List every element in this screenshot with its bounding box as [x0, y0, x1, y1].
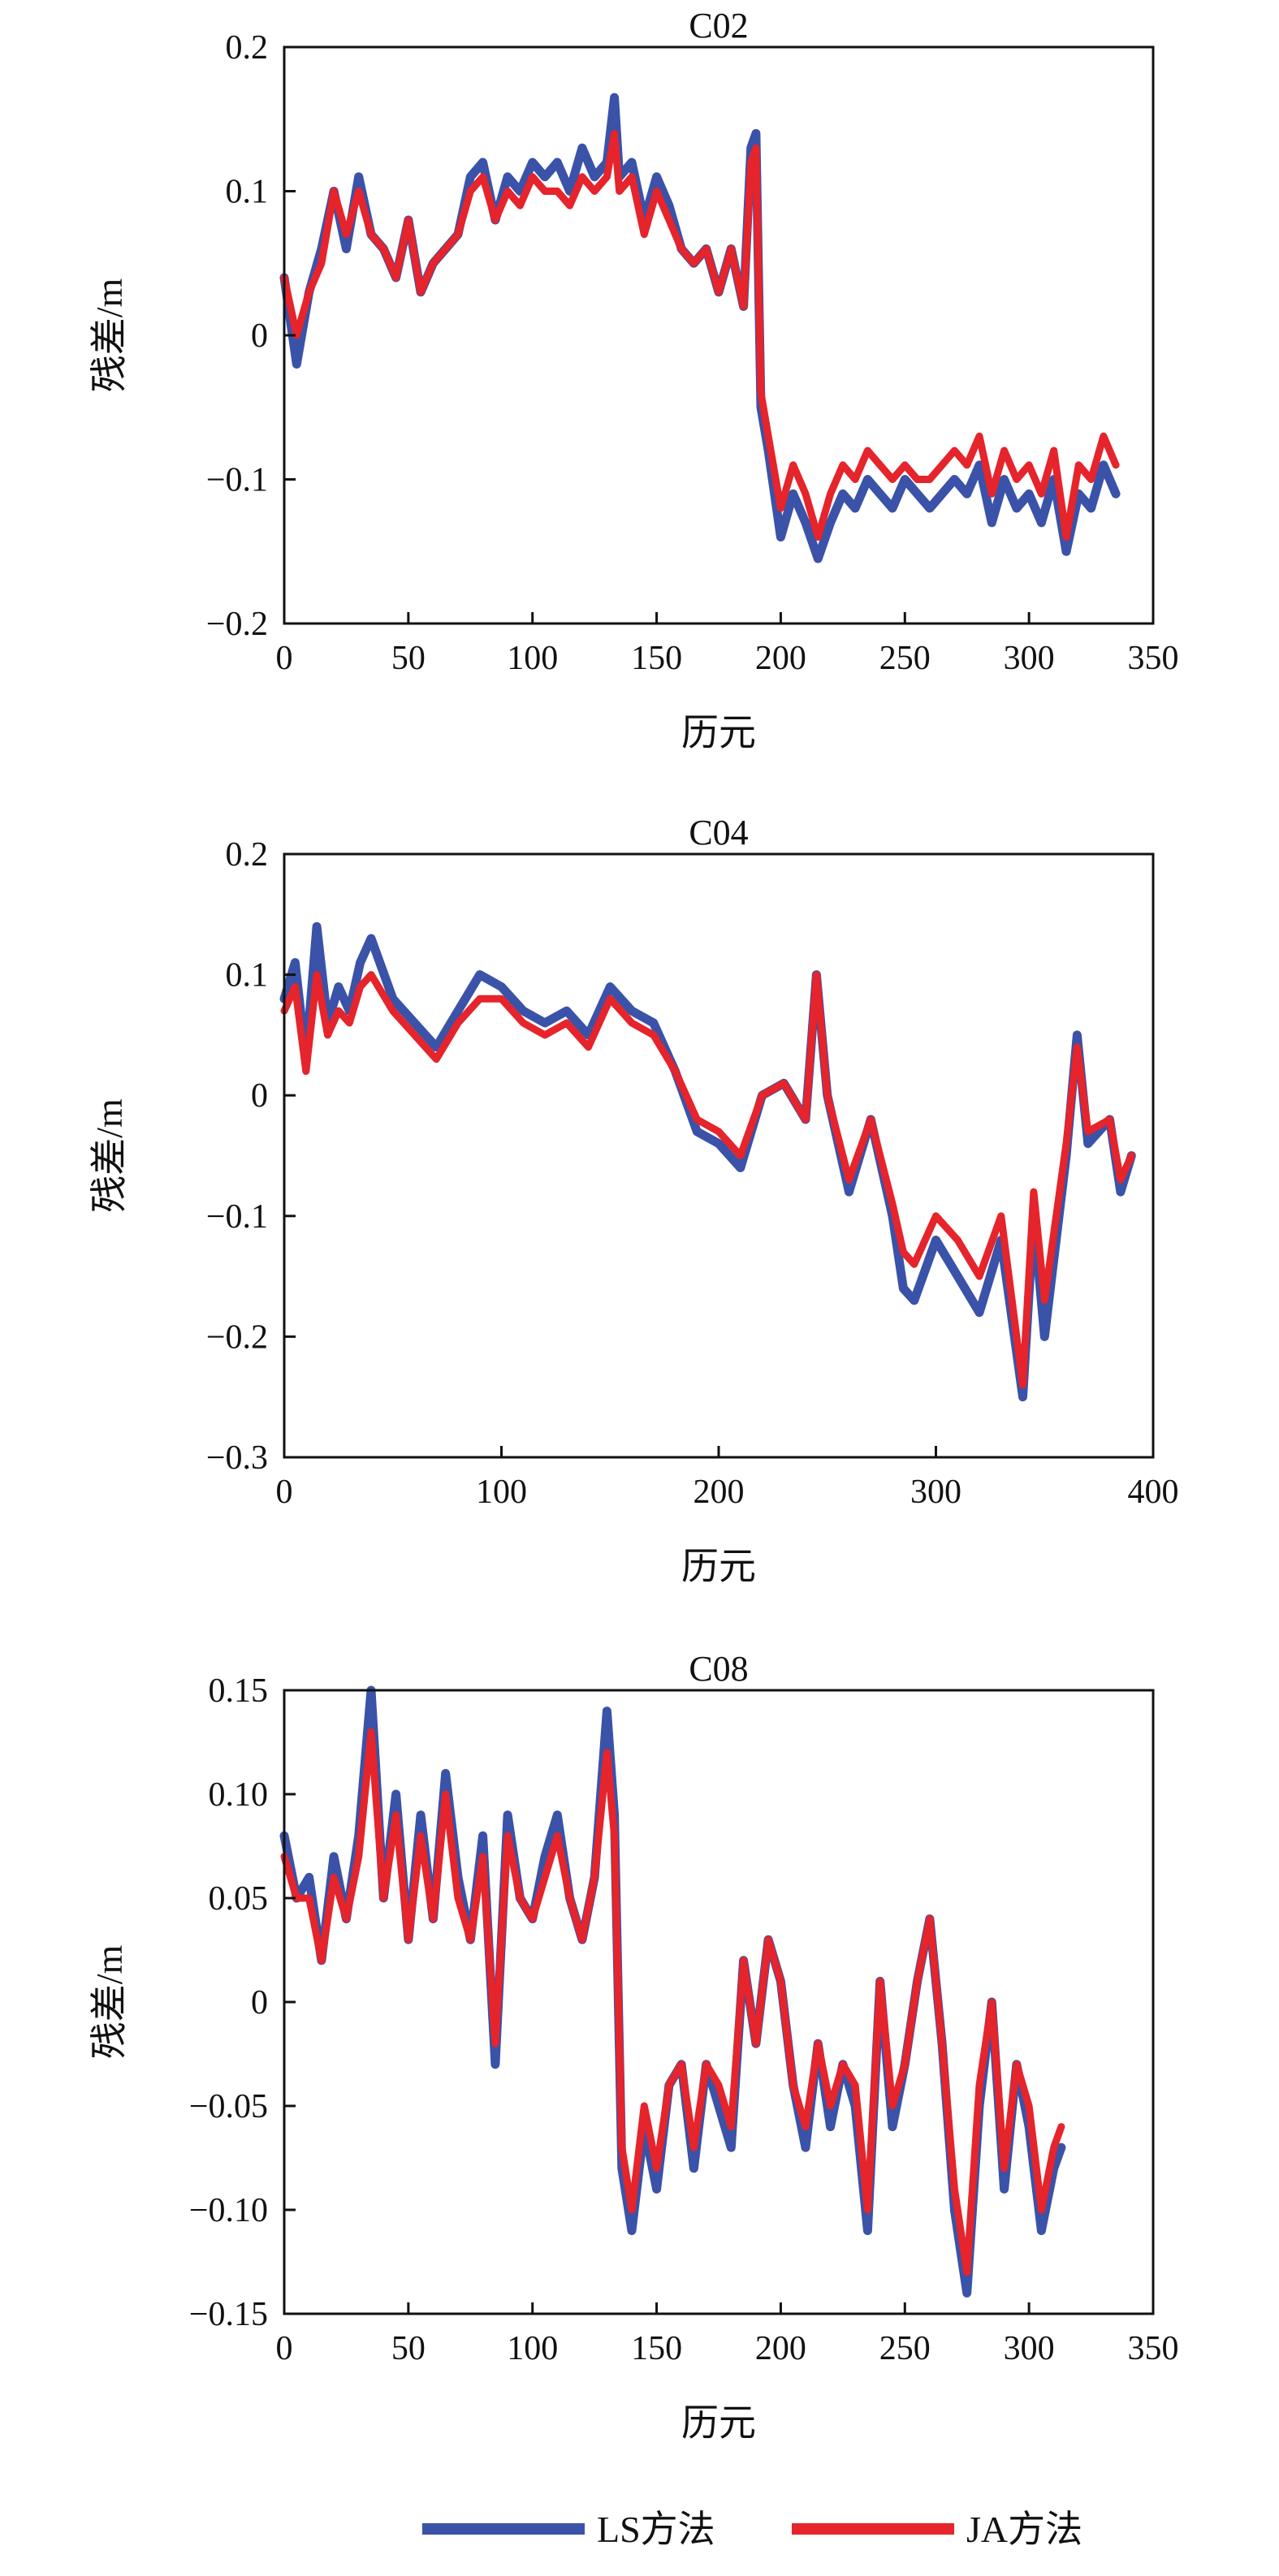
x-tick-label: 150: [631, 2330, 682, 2367]
x-axis-label: 历元: [681, 2402, 756, 2444]
y-tick-label: 0.05: [209, 1880, 269, 1918]
x-axis-label: 历元: [681, 712, 756, 753]
chart-c02: C02 0 50 100 150 200 250 300 350 −0.2 −0.1 0 0.1 0.2 历…: [89, 6, 1179, 753]
x-axis-label: 历元: [681, 1546, 756, 1587]
y-tick-label: −0.3: [206, 1439, 268, 1477]
y-tick-label: −0.1: [206, 462, 268, 499]
x-tick-label: 50: [391, 2330, 426, 2367]
chart-title: C02: [689, 6, 748, 45]
x-tick-label: 100: [507, 2330, 558, 2367]
legend-label-ja: JA方法: [966, 2509, 1082, 2550]
y-tick-label: 0.2: [226, 836, 269, 874]
chart-c08: C08 0 50 100 150 200 250 300 350 −0.15 −0.10 −0.05 0…: [89, 1649, 1179, 2444]
y-tick-label: −0.2: [206, 1318, 268, 1356]
y-tick-label: 0.2: [226, 29, 269, 67]
chart-c04: C04 0 100 200 300 400 −0.3 −0.2 −0.1 0 0.1 0.2 历元 残差/…: [89, 813, 1179, 1587]
x-tick-label: 300: [910, 1474, 961, 1511]
chart-title: C08: [689, 1649, 748, 1689]
plot-frame: [283, 1689, 1155, 2315]
chart-legend: LS方法 JA方法: [422, 2509, 1082, 2550]
x-tick-label: 150: [631, 640, 682, 677]
y-tick-label: 0.10: [209, 1776, 269, 1814]
x-tick-label: 250: [879, 640, 931, 677]
series-line-ls: [279, 921, 1136, 1402]
y-tick-label: 0.1: [226, 174, 269, 211]
x-tick-label: 400: [1128, 1474, 1179, 1511]
chart-title: C04: [689, 813, 748, 852]
series-line-ja: [280, 130, 1120, 541]
y-tick-label: 0: [251, 1077, 268, 1115]
x-tick-label: 300: [1004, 2330, 1055, 2367]
series-line-ja: [280, 971, 1135, 1389]
y-tick-label: 0.15: [209, 1672, 269, 1710]
x-tick-label: 100: [507, 640, 558, 677]
y-tick-label: −0.05: [189, 2088, 268, 2125]
x-tick-label: 350: [1128, 640, 1179, 677]
x-tick-label: 200: [755, 640, 806, 677]
y-tick-label: −0.1: [206, 1198, 268, 1236]
series-line-ja: [280, 1728, 1065, 2276]
x-tick-label: 0: [276, 2330, 293, 2367]
x-tick-label: 50: [391, 640, 426, 677]
x-tick-label: 0: [276, 1474, 293, 1511]
x-tick-label: 350: [1128, 2330, 1179, 2367]
y-axis-label: 残差/m: [89, 1945, 130, 2060]
x-tick-label: 300: [1004, 640, 1055, 677]
y-tick-label: −0.2: [206, 606, 268, 643]
x-tick-label: 0: [276, 640, 293, 677]
x-tick-label: 100: [476, 1474, 527, 1511]
y-tick-label: −0.10: [189, 2192, 268, 2229]
x-tick-label: 200: [755, 2330, 806, 2367]
y-axis-label: 残差/m: [89, 278, 130, 393]
x-tick-label: 250: [879, 2330, 931, 2367]
legend-label-ls: LS方法: [597, 2509, 715, 2550]
y-tick-label: 0.1: [226, 957, 269, 995]
y-axis-label: 残差/m: [89, 1098, 130, 1213]
series-line-ls: [279, 1685, 1066, 2298]
x-tick-label: 200: [694, 1474, 745, 1511]
plot-frame: [283, 45, 1155, 625]
y-tick-label: 0: [251, 1984, 268, 2022]
y-tick-label: −0.15: [189, 2296, 268, 2333]
y-tick-label: 0: [251, 317, 268, 355]
